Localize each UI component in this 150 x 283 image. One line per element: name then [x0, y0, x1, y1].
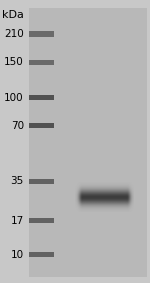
- FancyBboxPatch shape: [29, 60, 54, 65]
- FancyBboxPatch shape: [29, 31, 54, 37]
- FancyBboxPatch shape: [29, 95, 54, 100]
- Text: kDa: kDa: [2, 10, 24, 20]
- Text: 70: 70: [11, 121, 24, 131]
- FancyBboxPatch shape: [29, 179, 54, 184]
- Text: 35: 35: [11, 176, 24, 186]
- FancyBboxPatch shape: [29, 123, 54, 128]
- Text: 100: 100: [4, 93, 24, 103]
- Text: 10: 10: [11, 250, 24, 260]
- FancyBboxPatch shape: [29, 218, 54, 223]
- Text: 210: 210: [4, 29, 24, 39]
- Text: 150: 150: [4, 57, 24, 67]
- FancyBboxPatch shape: [29, 252, 54, 257]
- Text: 17: 17: [11, 216, 24, 226]
- FancyBboxPatch shape: [29, 8, 147, 277]
